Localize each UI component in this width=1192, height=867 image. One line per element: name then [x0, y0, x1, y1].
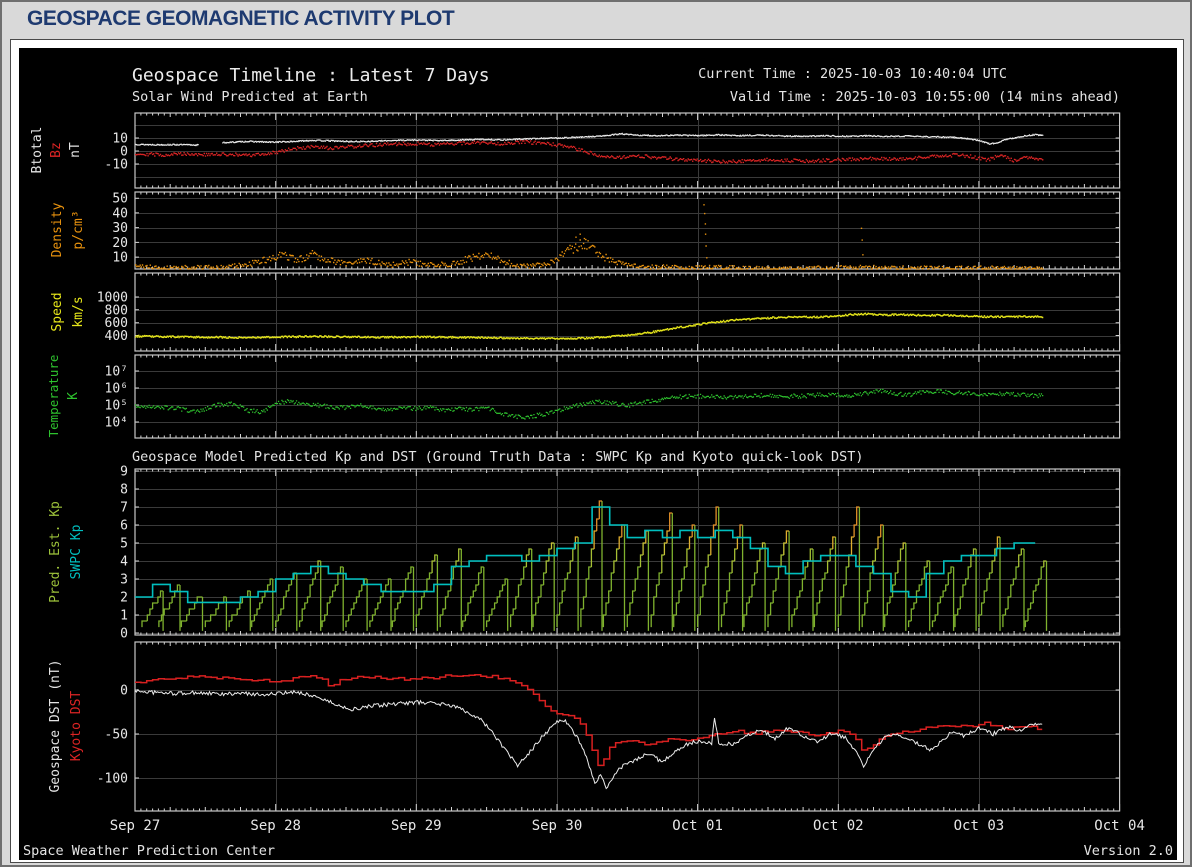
b-y-tick-label: 10 [112, 131, 128, 146]
temp-axis-ticks [134, 355, 1121, 438]
kp-gridlines [135, 469, 1120, 635]
solar-wind-subtitle: Solar Wind Predicted at Earth [132, 89, 368, 105]
density-y-tick-label: 40 [112, 206, 128, 221]
kp-y-tick-label: 9 [120, 464, 128, 479]
pred-kp-axis-label: Pred. Est. Kp [48, 501, 63, 603]
kp-y-tick-label: 5 [120, 536, 128, 551]
speed-y-tick-label: 800 [105, 303, 128, 318]
kp-y-tick-label: 0 [120, 627, 128, 642]
series-pred-est-kp-ramps [317, 548, 1047, 573]
temp-y-tick-label: 10⁴ [105, 416, 128, 431]
kp-dst-section-title: Geospace Model Predicted Kp and DST (Gro… [132, 449, 864, 465]
kp-frame [134, 468, 1121, 636]
day-label: Sep 28 [250, 818, 301, 834]
density-unit-label: p/cm³ [71, 210, 86, 249]
day-label: Oct 01 [672, 818, 723, 834]
kp-y-tick-label: 7 [120, 500, 128, 515]
dst-y-tick-label: -100 [97, 771, 128, 786]
current-time-label: Current Time : 2025-10-03 10:40:04 UTC [698, 66, 1007, 82]
kp-axis-ticks [134, 469, 1121, 635]
temp-y-tick-label: 10⁵ [105, 399, 128, 414]
day-label: Sep 27 [110, 818, 161, 834]
footer-version-label: Version 2.0 [1084, 843, 1173, 859]
speed-y-tick-label: 600 [105, 316, 128, 331]
kp-y-tick-label: 2 [120, 591, 128, 606]
geospace-figure: 10 0 -10 50 40 30 20 10 1000 800 600 400 10⁷ 10⁶ 10⁵ 10… [19, 48, 1177, 860]
geospace-plot-svg: 100-105040302010100080060040010⁷10⁶10⁵10… [23, 65, 1173, 859]
series-pred-est-kp-ramps [550, 542, 906, 555]
series-pred-est-kp-ramps [141, 501, 1048, 631]
panel-kp: 9 8 7 6 5 4 3 2 1 0 [120, 464, 1121, 642]
temp-y-tick-label: 10⁶ [105, 381, 128, 396]
x-axis-labels: Sep 27 Sep 28 Sep 29 Sep 30 Oct 01 Oct 02 Oct … [110, 818, 1145, 834]
day-label: Oct 04 [1094, 818, 1145, 834]
btotal-axis-label: Btotal [30, 127, 45, 174]
kelvin-unit-label: K [66, 392, 81, 400]
temp-gridlines [135, 355, 1120, 438]
day-label: Sep 30 [532, 818, 583, 834]
day-label: Oct 03 [954, 818, 1005, 834]
kp-y-tick-label: 3 [120, 573, 128, 588]
kp-y-tick-label: 8 [120, 482, 128, 497]
valid-time-label: Valid Time : 2025-10-03 10:55:00 (14 min… [730, 89, 1120, 105]
dst-frame [134, 641, 1121, 812]
speed-unit-label: km/s [71, 296, 86, 327]
page-header: GEOSPACE GEOMAGNETIC ACTIVITY PLOT [2, 2, 1190, 38]
content-panel: 10 0 -10 50 40 30 20 10 1000 800 600 400 10⁷ 10⁶ 10⁵ 10… [10, 39, 1184, 863]
panel-temp: 10⁷ 10⁶ 10⁵ 10⁴ [105, 354, 1121, 439]
temp-y-tick-label: 10⁷ [105, 364, 128, 379]
dst-y-tick-label: -50 [105, 727, 128, 742]
panel-b: 100-10 [105, 112, 1121, 189]
speed-frame [134, 272, 1121, 352]
series-geospace-dst-line [134, 689, 1043, 790]
kp-y-tick-label: 4 [120, 555, 128, 570]
b-y-tick-label: 0 [120, 144, 128, 159]
b-frame [134, 112, 1121, 189]
speed-axis-label: Speed [50, 292, 65, 331]
swpc-kp-axis-label: SWPC Kp [69, 524, 84, 579]
density-axis-label: Density [50, 202, 65, 257]
day-label: Sep 29 [391, 818, 442, 834]
temperature-axis-label: Temperature [46, 355, 61, 438]
series-btotal [135, 132, 1044, 147]
figure-title: Geospace Timeline : Latest 7 Days [132, 65, 490, 86]
speed-gridlines [135, 273, 1120, 351]
series-kyoto-dst-steps [135, 673, 1043, 767]
density-frame [134, 191, 1121, 270]
chart-layer: 100-105040302010100080060040010⁷10⁶10⁵10… [97, 112, 1145, 834]
panel-dst: 0 -50 -100 [97, 641, 1121, 812]
page-title: GEOSPACE GEOMAGNETIC ACTIVITY PLOT [27, 7, 455, 30]
series-swpc-kp-steps [135, 506, 1036, 604]
density-gridlines [135, 192, 1120, 269]
kyoto-dst-axis-label: Kyoto DST [69, 691, 84, 762]
speed-axis-ticks [134, 273, 1121, 351]
temp-frame [134, 354, 1121, 439]
nt-unit-label: nT [68, 142, 83, 158]
series-speed [135, 312, 1044, 340]
b-y-tick-label: -10 [105, 157, 128, 172]
dst-y-tick-label: 0 [120, 683, 128, 698]
density-y-tick-label: 20 [112, 236, 128, 251]
b-gridlines [135, 113, 1120, 188]
density-y-tick-label: 10 [112, 251, 128, 266]
density-y-tick-label: 50 [112, 192, 128, 207]
series-temperature [135, 388, 1044, 420]
series-pred-est-kp-ramps [596, 500, 884, 537]
footer-swpc-label: Space Weather Prediction Center [23, 843, 275, 859]
kp-y-tick-label: 6 [120, 518, 128, 533]
speed-y-tick-label: 1000 [97, 290, 128, 305]
kp-y-tick-label: 1 [120, 609, 128, 624]
speed-y-tick-label: 400 [105, 329, 128, 344]
bz-axis-label: Bz [49, 142, 64, 158]
density-y-tick-label: 30 [112, 221, 128, 236]
day-label: Oct 02 [813, 818, 864, 834]
geospace-dst-axis-label: Geospace DST (nT) [48, 659, 63, 792]
